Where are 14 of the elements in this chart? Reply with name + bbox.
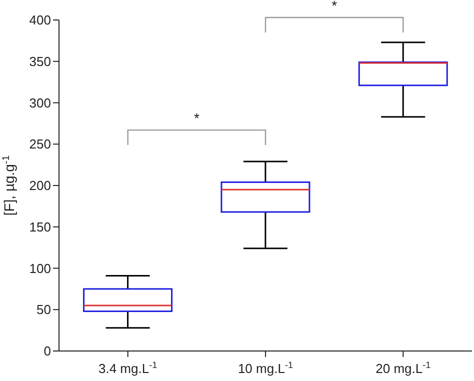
x-tick-label: 3.4 mg.L$^{-1}$ — [98, 360, 158, 376]
x-tick-label: 20 mg.L$^{-1}$ — [376, 360, 431, 376]
y-tick-label: 400 — [29, 12, 51, 28]
y-tick-label: 350 — [29, 54, 51, 69]
y-tick-label: 200 — [29, 178, 51, 194]
y-tick-label: 0 — [44, 344, 51, 359]
x-tick-label: 10 mg.L$^{-1}$ — [238, 360, 294, 376]
y-tick-label: 250 — [29, 136, 51, 152]
y-tick-label: 300 — [29, 95, 51, 110]
y-tick-label: 100 — [29, 260, 51, 276]
annotation: * — [194, 110, 200, 126]
y-tick-label: 50 — [36, 302, 51, 318]
text: * — [332, 0, 338, 14]
y-tick-label: 150 — [29, 219, 51, 234]
